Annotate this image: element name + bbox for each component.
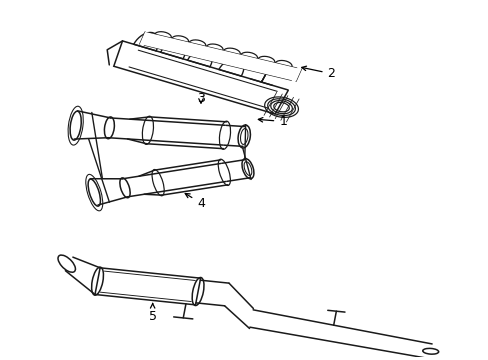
Polygon shape [95,268,200,305]
Text: 1: 1 [258,115,286,128]
Text: 3: 3 [197,92,204,105]
Polygon shape [114,41,288,114]
Text: 2: 2 [301,66,335,80]
Text: 4: 4 [185,194,204,210]
Text: 5: 5 [148,303,156,323]
Polygon shape [140,32,301,81]
